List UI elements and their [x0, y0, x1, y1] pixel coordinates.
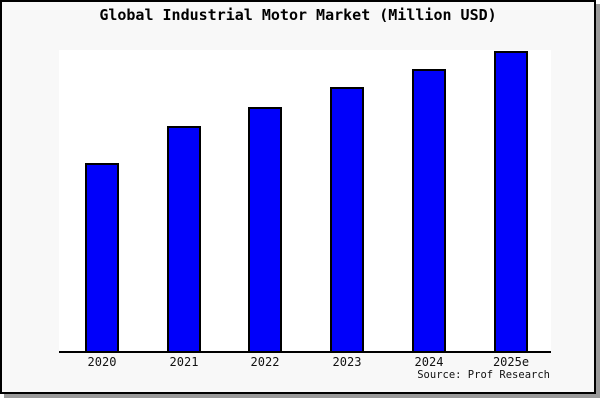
x-tick-label-2023: 2023 — [332, 355, 362, 369]
plot-area — [59, 50, 551, 353]
source-credit: Source: Prof Research — [417, 369, 550, 381]
x-tick-label-2022: 2022 — [250, 355, 280, 369]
bar-2021 — [167, 126, 201, 351]
bar-2020 — [85, 163, 119, 351]
bar-2023 — [330, 87, 364, 351]
bar-2022 — [248, 107, 282, 351]
x-tick-label-2025e: 2025e — [492, 355, 530, 369]
bar-2024 — [412, 69, 446, 351]
chart-frame: Global Industrial Motor Market (Million … — [0, 0, 596, 394]
bar-2025e — [494, 51, 528, 351]
chart-title: Global Industrial Motor Market (Million … — [99, 6, 497, 24]
x-tick-label-2021: 2021 — [169, 355, 199, 369]
x-tick-label-2020: 2020 — [87, 355, 117, 369]
x-tick-label-2024: 2024 — [414, 355, 444, 369]
